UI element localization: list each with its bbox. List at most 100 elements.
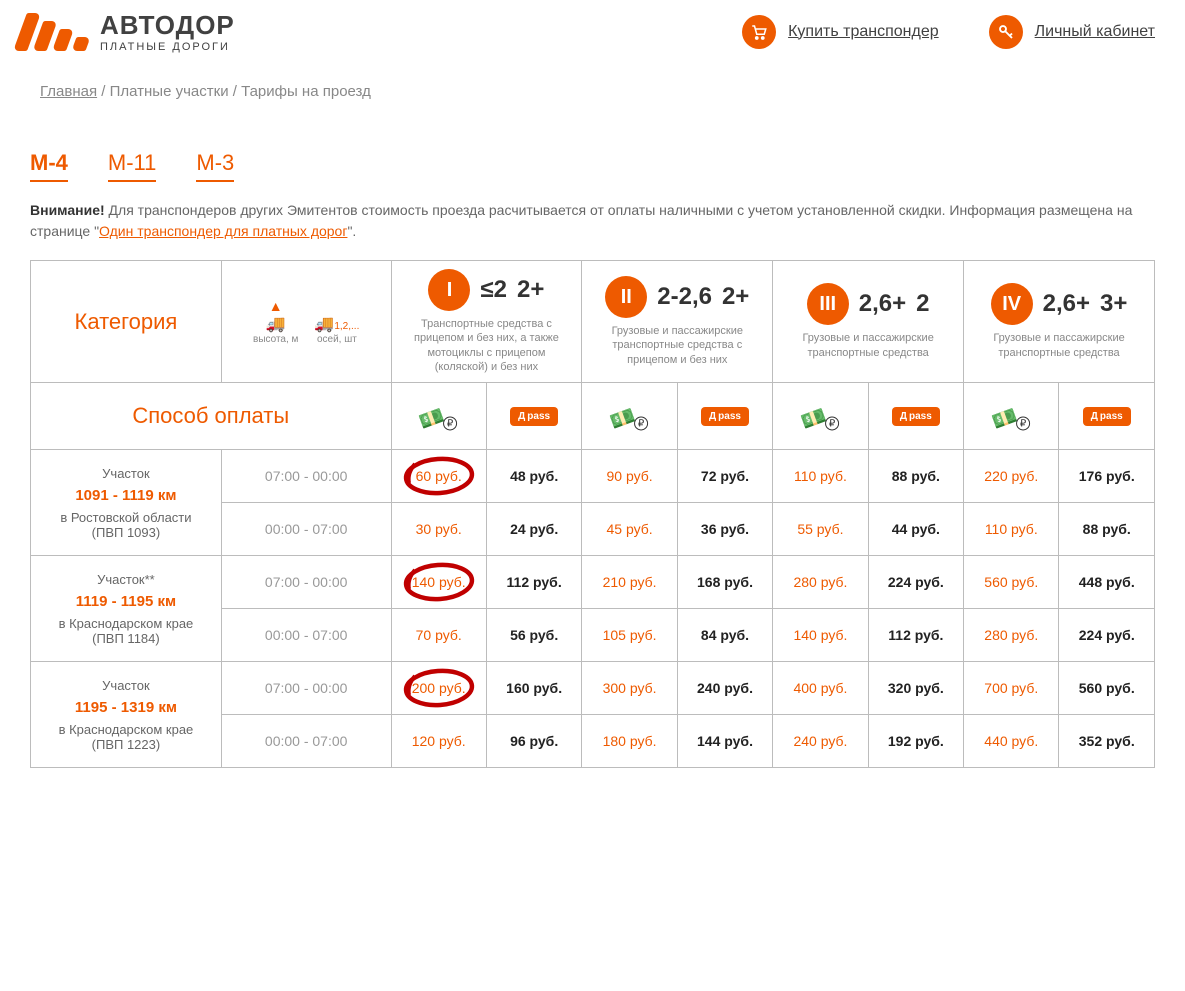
price-cash-cell: 90 руб.: [582, 450, 677, 503]
price-pass-cell: 240 руб.: [677, 662, 772, 715]
price-cash-cell: 180 руб.: [582, 715, 677, 768]
price-pass-cell: 352 руб.: [1059, 715, 1155, 768]
axles-val: 1,2,...: [334, 321, 359, 332]
segment-cell: Участок1195 - 1319 кмв Краснодарском кра…: [31, 662, 222, 768]
breadcrumb-level1: Платные участки: [110, 83, 229, 100]
pass-icon: Дpass: [510, 407, 558, 426]
time-cell: 07:00 - 00:00: [221, 450, 391, 503]
price-cash-cell: 280 руб.: [773, 556, 868, 609]
price-cash-cell: 120 руб.: [391, 715, 486, 768]
cash-icon: 💵: [798, 398, 843, 435]
time-cell: 07:00 - 00:00: [221, 662, 391, 715]
pay-pass-icon-cell: Дpass: [677, 383, 772, 450]
pay-cash-icon-cell: 💵: [582, 383, 677, 450]
segment-location: в Ростовской области: [39, 510, 213, 525]
payment-method-row: Способ оплаты 💵 Дpass 💵 Дpass 💵 Дpass 💵 …: [31, 383, 1155, 450]
axles-label: осей, шт: [314, 334, 359, 345]
price-cash-cell: 440 руб.: [964, 715, 1059, 768]
segment-cell: Участок**1119 - 1195 кмв Краснодарском к…: [31, 556, 222, 662]
logo[interactable]: АВТОДОР ПЛАТНЫЕ ДОРОГИ: [20, 10, 235, 53]
cat-2-v1: 2-2,6: [657, 283, 712, 311]
cat-1-desc: Транспортные средства с прицепом и без н…: [396, 317, 578, 374]
cash-icon: 💵: [989, 398, 1034, 435]
segment-title: Участок**: [39, 572, 213, 587]
logo-subtitle: ПЛАТНЫЕ ДОРОГИ: [100, 41, 235, 53]
cat-4-header: IV2,6+3+ Грузовые и пассажирские транспо…: [964, 261, 1155, 383]
pass-icon: Дpass: [892, 407, 940, 426]
time-cell: 00:00 - 07:00: [221, 715, 391, 768]
price-pass-cell: 320 руб.: [868, 662, 963, 715]
cabinet-label: Личный кабинет: [1035, 23, 1155, 41]
tariff-table-wrap: Категория ▲ 🚚 высота, м 🚚1,2,... осей, ш…: [0, 260, 1185, 768]
breadcrumb-home[interactable]: Главная: [40, 83, 97, 100]
price-pass-cell: 112 руб.: [486, 556, 581, 609]
cash-icon: 💵: [416, 398, 461, 435]
price-cash-cell: 30 руб.: [391, 503, 486, 556]
price-pass-cell: 88 руб.: [868, 450, 963, 503]
price-pass-cell: 96 руб.: [486, 715, 581, 768]
segment-cell: Участок1091 - 1119 кмв Ростовской област…: [31, 450, 222, 556]
cat-4-v1: 2,6+: [1043, 290, 1090, 318]
header-links: Купить транспондер Личный кабинет: [742, 15, 1155, 49]
segment-km: 1195 - 1319 км: [39, 699, 213, 716]
category-icons-cell: ▲ 🚚 высота, м 🚚1,2,... осей, шт: [221, 261, 391, 383]
road-tabs: М-4 М-11 М-3: [0, 120, 1185, 182]
cat-4-badge: IV: [991, 283, 1033, 325]
price-pass-cell: 144 руб.: [677, 715, 772, 768]
price-cash-cell: 45 руб.: [582, 503, 677, 556]
category-label: Категория: [31, 261, 222, 383]
price-pass-cell: 112 руб.: [868, 609, 963, 662]
pass-icon: Дpass: [701, 407, 749, 426]
price-pass-cell: 168 руб.: [677, 556, 772, 609]
cat-3-v2: 2: [916, 290, 929, 318]
tab-m11[interactable]: М-11: [108, 150, 157, 182]
notice: Внимание! Для транспондеров других Эмите…: [0, 182, 1185, 260]
price-pass-cell: 56 руб.: [486, 609, 581, 662]
price-pass-cell: 48 руб.: [486, 450, 581, 503]
price-pass-cell: 560 руб.: [1059, 662, 1155, 715]
cat-1-badge: I: [428, 269, 470, 311]
price-pass-cell: 176 руб.: [1059, 450, 1155, 503]
segment-pvp: (ПВП 1184): [39, 631, 213, 646]
logo-icon: [20, 13, 88, 51]
price-pass-cell: 192 руб.: [868, 715, 963, 768]
cat-4-v2: 3+: [1100, 290, 1127, 318]
table-row: Участок1195 - 1319 кмв Краснодарском кра…: [31, 662, 1155, 715]
segment-km: 1119 - 1195 км: [39, 593, 213, 610]
price-cash-cell: 200 руб.: [391, 662, 486, 715]
buy-transponder-label: Купить транспондер: [788, 23, 939, 41]
cat-1-header: I≤22+ Транспортные средства с прицепом и…: [391, 261, 582, 383]
price-cash-cell: 105 руб.: [582, 609, 677, 662]
notice-link[interactable]: Один транспондер для платных дорог: [99, 223, 347, 239]
price-cash-cell: 280 руб.: [964, 609, 1059, 662]
price-pass-cell: 88 руб.: [1059, 503, 1155, 556]
pay-pass-icon-cell: Дpass: [486, 383, 581, 450]
segment-km: 1091 - 1119 км: [39, 487, 213, 504]
cash-icon: 💵: [607, 398, 652, 435]
payment-label: Способ оплаты: [31, 383, 392, 450]
cabinet-link[interactable]: Личный кабинет: [989, 15, 1155, 49]
pay-pass-icon-cell: Дpass: [868, 383, 963, 450]
cat-2-desc: Грузовые и пассажирские транспортные сре…: [586, 324, 768, 367]
price-cash-cell: 210 руб.: [582, 556, 677, 609]
tab-m4[interactable]: М-4: [30, 150, 68, 182]
breadcrumb-sep: /: [233, 83, 241, 100]
price-pass-cell: 448 руб.: [1059, 556, 1155, 609]
price-cash-cell: 70 руб.: [391, 609, 486, 662]
buy-transponder-link[interactable]: Купить транспондер: [742, 15, 939, 49]
price-cash-cell: 300 руб.: [582, 662, 677, 715]
tab-m3[interactable]: М-3: [196, 150, 234, 182]
price-pass-cell: 36 руб.: [677, 503, 772, 556]
price-cash-cell: 140 руб.: [773, 609, 868, 662]
cat-3-badge: III: [807, 283, 849, 325]
price-pass-cell: 44 руб.: [868, 503, 963, 556]
height-icon-group: ▲ 🚚 высота, м: [253, 298, 298, 345]
price-cash-cell: 560 руб.: [964, 556, 1059, 609]
breadcrumb: Главная / Платные участки / Тарифы на пр…: [0, 63, 1185, 120]
tariff-table: Категория ▲ 🚚 высота, м 🚚1,2,... осей, ш…: [30, 260, 1155, 768]
segment-pvp: (ПВП 1223): [39, 737, 213, 752]
pay-cash-icon-cell: 💵: [773, 383, 868, 450]
time-cell: 00:00 - 07:00: [221, 609, 391, 662]
pay-pass-icon-cell: Дpass: [1059, 383, 1155, 450]
cat-3-v1: 2,6+: [859, 290, 906, 318]
